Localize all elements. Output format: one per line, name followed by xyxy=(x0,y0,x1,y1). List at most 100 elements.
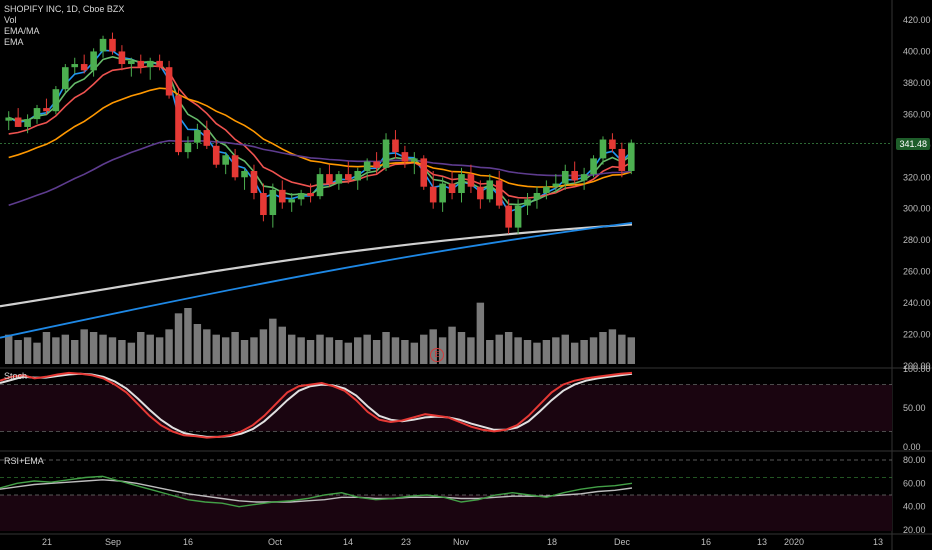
volume-bar xyxy=(278,326,286,364)
volume-bar xyxy=(514,337,522,364)
volume-bar xyxy=(335,340,343,364)
price-axis-label: 240.00 xyxy=(903,298,931,308)
candle-body xyxy=(354,170,362,181)
candle-body xyxy=(420,158,428,187)
candle-body xyxy=(335,174,343,184)
volume-bar xyxy=(52,337,60,364)
candle-body xyxy=(43,108,50,112)
volume-bar xyxy=(259,329,268,364)
candle-body xyxy=(448,183,456,193)
volume-bar xyxy=(118,340,126,364)
current-price-tag: 341.48 xyxy=(896,138,930,150)
volume-bar xyxy=(608,329,617,364)
time-axis-label: 13 xyxy=(873,537,883,547)
candle-body xyxy=(533,193,541,200)
volume-bar xyxy=(533,342,541,364)
volume-bar xyxy=(146,334,154,364)
legend-symbol[interactable]: SHOPIFY INC, 1D, Cboe BZX xyxy=(4,4,125,14)
legend-ema-ma[interactable]: EMA/MA xyxy=(4,26,40,36)
volume-bar xyxy=(184,308,192,364)
time-axis-label: Sep xyxy=(105,537,121,547)
volume-bar xyxy=(410,342,419,364)
candle-body xyxy=(52,89,60,112)
candle-body xyxy=(486,180,494,200)
candle-body xyxy=(458,174,465,193)
volume-bar xyxy=(14,340,22,364)
volume-bar xyxy=(457,332,466,364)
candle-body xyxy=(212,145,220,165)
candle-body xyxy=(99,38,107,52)
candle-body xyxy=(543,186,550,193)
candle-body xyxy=(80,64,88,71)
volume-bar xyxy=(552,337,560,364)
volume-bar xyxy=(5,334,13,364)
volume-bar xyxy=(155,337,164,364)
candle-body xyxy=(411,158,418,162)
candle-body xyxy=(269,189,277,216)
time-axis-label: 14 xyxy=(343,537,353,547)
volume-bar xyxy=(250,337,258,364)
volume-bar xyxy=(221,337,230,364)
candle-body xyxy=(203,130,211,146)
volume-bar xyxy=(504,332,513,364)
volume-bar xyxy=(467,337,475,364)
candle-body xyxy=(278,189,286,203)
volume-bar xyxy=(627,337,635,364)
volume-bar xyxy=(372,340,381,364)
time-axis-label: Nov xyxy=(453,537,470,547)
candle-body xyxy=(316,174,324,197)
legend: SHOPIFY INC, 1D, Cboe BZX Vol EMA/MA EMA xyxy=(4,4,124,48)
volume-bar xyxy=(561,334,569,364)
time-axis-label: 2020 xyxy=(784,537,804,547)
volume-bar xyxy=(589,337,598,364)
candle-body xyxy=(175,95,182,153)
candle-body xyxy=(128,60,135,65)
stoch-pane-title[interactable]: Stoch xyxy=(4,371,28,381)
volume-bar xyxy=(354,337,362,364)
rsi-line xyxy=(0,475,633,508)
stoch-axis-label: 0.00 xyxy=(903,442,921,452)
volume-bar xyxy=(231,332,239,364)
earnings-marker[interactable]: E xyxy=(430,348,444,362)
candle-body xyxy=(184,142,192,153)
stoch-d-line xyxy=(0,372,633,438)
volume-bar xyxy=(108,337,117,364)
candle-body xyxy=(260,193,267,216)
rsi-pane-title[interactable]: RSI+EMA xyxy=(4,456,44,466)
volume-bar xyxy=(391,337,400,364)
volume-bar xyxy=(486,340,494,364)
volume-bar xyxy=(599,332,607,364)
candle-body xyxy=(109,38,116,52)
volume-bar xyxy=(33,342,41,364)
candle-body xyxy=(609,139,616,149)
candle-body xyxy=(599,139,607,159)
volume-bar xyxy=(618,334,626,364)
candle-body xyxy=(288,199,296,203)
candle-body xyxy=(439,183,446,203)
legend-ema[interactable]: EMA xyxy=(4,37,24,47)
volume-bar xyxy=(316,334,324,364)
ema-orange-line xyxy=(8,87,632,188)
candle-body xyxy=(33,108,41,120)
candle-body xyxy=(62,67,69,90)
volume-bar xyxy=(570,342,579,364)
candle-body xyxy=(618,148,626,171)
price-axis-label: 360.00 xyxy=(903,109,931,119)
candle-body xyxy=(627,142,635,171)
candle-body xyxy=(165,67,173,96)
candle-body xyxy=(307,193,314,197)
volume-bar xyxy=(23,337,32,364)
candle-body xyxy=(14,117,22,127)
candle-body xyxy=(580,174,588,181)
volume-bar xyxy=(420,334,428,364)
price-axis-label: 320.00 xyxy=(903,172,931,182)
price-axis-label: 300.00 xyxy=(903,204,931,214)
candle-body xyxy=(156,60,163,68)
candle-body xyxy=(382,139,390,168)
candle-body xyxy=(194,130,201,143)
volume-bar xyxy=(127,342,136,364)
volume-bar xyxy=(523,340,532,364)
legend-vol[interactable]: Vol xyxy=(4,15,17,25)
